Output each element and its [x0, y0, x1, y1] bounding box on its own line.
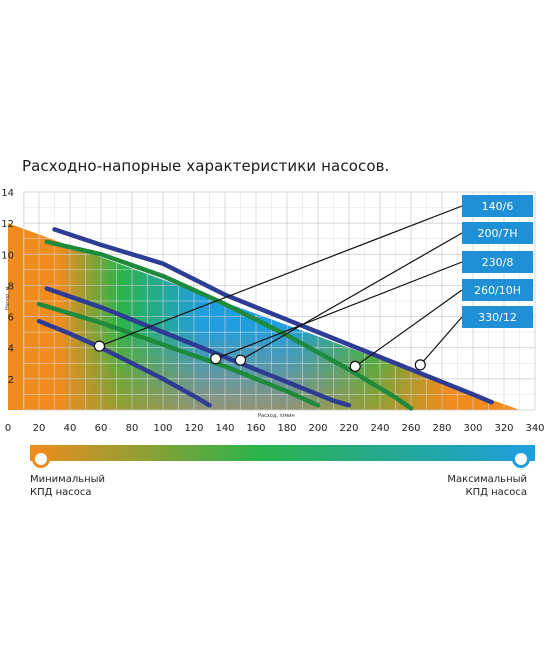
- x-tick-label: 0: [5, 423, 11, 434]
- max-efficiency-label: Максимальный КПД насоса: [447, 474, 527, 498]
- marker-140-6: [93, 340, 106, 352]
- legend-box-140-6: [462, 195, 533, 217]
- x-tick-label: 220: [339, 423, 358, 434]
- marker-200-7H: [234, 354, 247, 366]
- y-tick-label: 4: [8, 344, 14, 355]
- series-line-230-8: [44, 286, 352, 408]
- legend-label-330-12: 330/12: [478, 311, 517, 324]
- chart-grid: [23, 191, 536, 411]
- y-axis-ticks: 2 4 6 8 10 12 14: [1, 188, 14, 386]
- marker-330-12: [414, 359, 426, 371]
- x-tick-label: 300: [463, 423, 482, 434]
- x-axis-ticks: 0 20 40 60 80 100 120 140 160 180 200 220 240 260 280 3…: [5, 423, 545, 434]
- legend-connectors: [99, 205, 463, 367]
- chart-legend: 140/6 200/7H 230/8 260/10H 330/12: [462, 195, 533, 328]
- x-tick-label: 320: [494, 423, 513, 434]
- chart-title: Расходно-напорные характеристики насосов…: [22, 157, 390, 175]
- connector-200-7H: [240, 232, 463, 361]
- x-tick-label: 240: [370, 423, 389, 434]
- chart-series: [36, 227, 494, 411]
- x-tick-label: 260: [401, 423, 420, 434]
- x-tick-label: 140: [215, 423, 234, 434]
- y-tick-label: 8: [8, 281, 14, 292]
- y-axis-label: Напор, м: [5, 286, 11, 310]
- x-tick-label: 160: [246, 423, 265, 434]
- series-line-260-10H: [44, 239, 414, 411]
- marker-230-8: [210, 353, 222, 365]
- marker-260-10H: [349, 360, 361, 372]
- x-tick-label: 100: [153, 423, 172, 434]
- series-line-140-6: [36, 318, 212, 408]
- series-line-330-12: [52, 227, 494, 405]
- x-tick-label: 120: [184, 423, 203, 434]
- curve-markers: [93, 340, 426, 372]
- legend-box-330-12: [462, 306, 533, 328]
- x-tick-label: 200: [308, 423, 327, 434]
- legend-label-200-7H: 200/7H: [478, 227, 518, 240]
- y-tick-label: 2: [8, 375, 14, 386]
- efficiency-scale-bar: [30, 445, 535, 461]
- connector-330-12: [419, 316, 463, 366]
- y-tick-label: 14: [1, 188, 14, 199]
- x-tick-label: 20: [33, 423, 46, 434]
- y-tick-label: 6: [8, 313, 14, 324]
- y-tick-label: 12: [1, 219, 14, 230]
- connector-230-8: [215, 261, 463, 360]
- x-axis-label: Расход, л/мин: [258, 413, 295, 419]
- legend-box-260-10H: [462, 279, 533, 301]
- legend-label-230-8: 230/8: [482, 256, 514, 269]
- min-efficiency-marker: [32, 450, 50, 468]
- connector-140-6: [99, 205, 463, 347]
- legend-label-260-10H: 260/10H: [474, 284, 521, 297]
- x-tick-label: 180: [277, 423, 296, 434]
- min-efficiency-label: Минимальный КПД насоса: [30, 474, 106, 498]
- x-tick-label: 40: [64, 423, 77, 434]
- connector-260-10H: [354, 289, 463, 367]
- legend-box-200-7H: [462, 222, 533, 244]
- x-tick-label: 60: [95, 423, 108, 434]
- series-line-200-7H: [36, 301, 321, 408]
- x-tick-label: 80: [126, 423, 139, 434]
- legend-label-140-6: 140/6: [482, 200, 514, 213]
- x-tick-label: 340: [525, 423, 544, 434]
- legend-box-230-8: [462, 251, 533, 273]
- x-tick-label: 280: [432, 423, 451, 434]
- max-efficiency-marker: [512, 450, 530, 468]
- y-tick-label: 10: [1, 250, 14, 261]
